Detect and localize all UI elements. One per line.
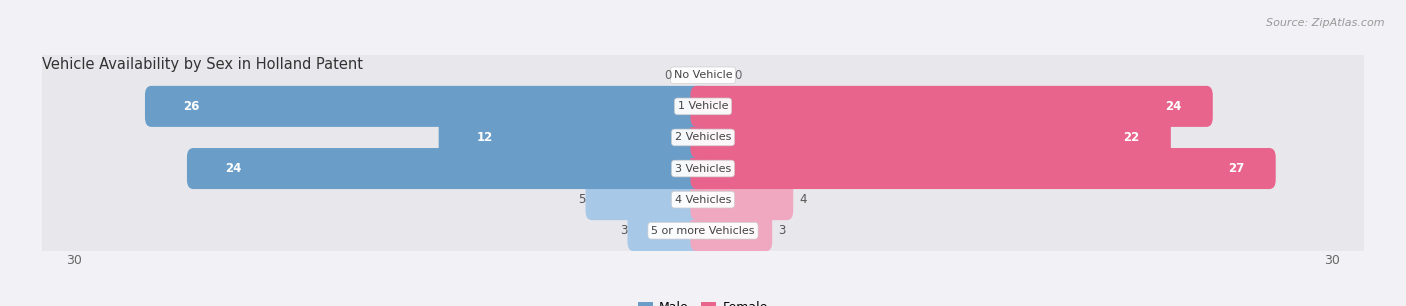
Text: 0: 0 bbox=[734, 69, 742, 82]
FancyBboxPatch shape bbox=[30, 208, 1376, 253]
FancyBboxPatch shape bbox=[690, 148, 1275, 189]
FancyBboxPatch shape bbox=[690, 210, 772, 251]
Text: No Vehicle: No Vehicle bbox=[673, 70, 733, 80]
Text: 1 Vehicle: 1 Vehicle bbox=[678, 101, 728, 111]
Text: 4: 4 bbox=[800, 193, 807, 206]
FancyBboxPatch shape bbox=[690, 179, 793, 220]
Text: 24: 24 bbox=[225, 162, 240, 175]
Text: 5 or more Vehicles: 5 or more Vehicles bbox=[651, 226, 755, 236]
Text: Vehicle Availability by Sex in Holland Patent: Vehicle Availability by Sex in Holland P… bbox=[42, 57, 363, 72]
Text: 0: 0 bbox=[664, 69, 672, 82]
Text: 12: 12 bbox=[477, 131, 492, 144]
FancyBboxPatch shape bbox=[187, 148, 709, 189]
Bar bbox=[703, 95, 1206, 118]
Bar bbox=[157, 95, 703, 118]
Text: 3: 3 bbox=[620, 224, 627, 237]
Bar bbox=[451, 126, 703, 149]
Text: 5: 5 bbox=[578, 193, 585, 206]
Bar bbox=[703, 188, 787, 211]
FancyBboxPatch shape bbox=[439, 117, 709, 158]
FancyBboxPatch shape bbox=[30, 177, 1376, 222]
Text: 4 Vehicles: 4 Vehicles bbox=[675, 195, 731, 205]
Text: 3 Vehicles: 3 Vehicles bbox=[675, 163, 731, 174]
Text: 26: 26 bbox=[183, 100, 200, 113]
Text: 27: 27 bbox=[1227, 162, 1244, 175]
FancyBboxPatch shape bbox=[690, 117, 1171, 158]
Legend: Male, Female: Male, Female bbox=[633, 296, 773, 306]
Text: 3: 3 bbox=[779, 224, 786, 237]
Bar bbox=[703, 157, 1270, 180]
FancyBboxPatch shape bbox=[585, 179, 709, 220]
Bar bbox=[703, 219, 766, 242]
Bar bbox=[703, 126, 1164, 149]
FancyBboxPatch shape bbox=[30, 146, 1376, 191]
Bar bbox=[598, 188, 703, 211]
Text: 22: 22 bbox=[1123, 131, 1139, 144]
Bar bbox=[200, 157, 703, 180]
FancyBboxPatch shape bbox=[30, 84, 1376, 129]
FancyBboxPatch shape bbox=[690, 86, 1213, 127]
FancyBboxPatch shape bbox=[30, 53, 1376, 98]
Bar bbox=[640, 219, 703, 242]
Text: 2 Vehicles: 2 Vehicles bbox=[675, 132, 731, 143]
FancyBboxPatch shape bbox=[30, 115, 1376, 160]
FancyBboxPatch shape bbox=[627, 210, 709, 251]
FancyBboxPatch shape bbox=[145, 86, 709, 127]
Text: Source: ZipAtlas.com: Source: ZipAtlas.com bbox=[1267, 18, 1385, 28]
Text: 24: 24 bbox=[1166, 100, 1181, 113]
